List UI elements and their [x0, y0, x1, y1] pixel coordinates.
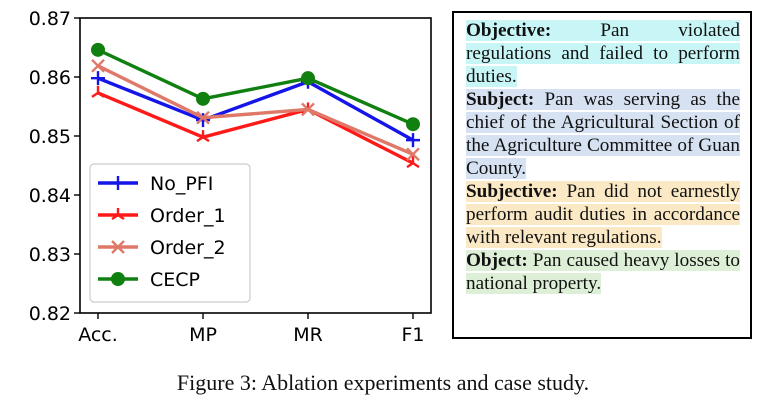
- y-tick-label: 0.85: [29, 126, 71, 148]
- data-point-no-pfi: [196, 113, 210, 128]
- data-point-order-1: [406, 156, 420, 169]
- axes: 0.82 0.83 0.84 0.85 0.86 0.87 Acc. MP MR F1: [29, 8, 432, 346]
- x-tick-label: MP: [189, 324, 217, 346]
- data-point-cecp: [301, 71, 315, 86]
- data-point-cecp: [196, 91, 210, 106]
- data-point-cecp: [406, 117, 420, 132]
- data-point-no-pfi: [406, 133, 420, 148]
- data-point-order-1: [91, 85, 105, 98]
- y-tick-label: 0.86: [29, 67, 71, 89]
- legend-marker-cecp: [111, 272, 125, 286]
- case-objective: Objective: Pan violated regulations and …: [466, 19, 740, 88]
- series-line-order-1: [97, 91, 414, 165]
- legend-item-cecp: CECP: [98, 269, 200, 291]
- case-object: Object: Pan caused heavy losses to natio…: [466, 249, 740, 295]
- legend-marker-order-1: [111, 208, 125, 220]
- objective-highlight: Objective: Pan violated regulations and …: [466, 20, 740, 87]
- subjective-text: Pan did not earnestly perform audit duti…: [466, 181, 740, 248]
- legend: No_PFI Order_1 Order_2 CECP: [89, 163, 251, 303]
- series-order-1: [91, 85, 420, 169]
- data-point-order-1: [196, 130, 210, 143]
- objective-text: Pan violated regulations and failed to p…: [466, 20, 740, 87]
- series-order-2: [91, 58, 420, 162]
- data-point-cecp: [91, 42, 105, 57]
- object-highlight: Object: Pan caused heavy losses to natio…: [466, 250, 740, 294]
- data-point-order-2: [406, 147, 420, 162]
- legend-item-order-2: Order_2: [98, 237, 226, 259]
- data-point-order-2: [91, 58, 105, 73]
- objective-label: Objective:: [466, 20, 552, 41]
- plot-frame: [79, 17, 432, 314]
- subject-text: Pan was serving as the chief of the Agri…: [466, 89, 740, 179]
- ablation-line-chart: 0.82 0.83 0.84 0.85 0.86 0.87 Acc. MP MR F1 No_PF…: [29, 8, 432, 346]
- y-tick-label: 0.82: [29, 303, 71, 325]
- legend-marker-order-2: [111, 240, 125, 254]
- legend-item-order-1: Order_1: [98, 205, 226, 227]
- series-cecp: [91, 42, 420, 132]
- data-point-order-2: [301, 102, 315, 117]
- case-study-box: Objective: Pan violated regulations and …: [452, 11, 752, 339]
- case-subjective: Subjective: Pan did not earnestly perfor…: [466, 180, 740, 249]
- x-tick-label: MR: [293, 324, 323, 346]
- data-point-no-pfi: [91, 71, 105, 86]
- object-text: Pan caused heavy losses to national prop…: [466, 250, 740, 294]
- x-tick-label: Acc.: [78, 324, 118, 346]
- subject-label: Subject:: [466, 89, 535, 110]
- legend-item-no-pfi: No_PFI: [98, 173, 213, 195]
- legend-label-cecp: CECP: [150, 269, 200, 291]
- object-label: Object:: [466, 250, 528, 271]
- figure-caption: Figure 3: Ablation experiments and case …: [176, 370, 590, 395]
- x-tick-label: F1: [401, 324, 424, 346]
- series-line-no-pfi: [97, 76, 414, 142]
- series-line-cecp: [97, 48, 414, 126]
- legend-box: [89, 163, 251, 303]
- legend-label-order-1: Order_1: [150, 205, 226, 227]
- series-layer: [91, 42, 420, 169]
- legend-marker-no-pfi: [111, 176, 125, 190]
- subjective-label: Subjective:: [466, 181, 558, 202]
- y-tick-label: 0.84: [29, 185, 71, 207]
- case-subject: Subject: Pan was serving as the chief of…: [466, 88, 740, 180]
- subjective-highlight: Subjective: Pan did not earnestly perfor…: [466, 181, 740, 248]
- data-point-order-2: [196, 110, 210, 125]
- subject-highlight: Subject: Pan was serving as the chief of…: [466, 89, 740, 179]
- series-line-order-2: [97, 64, 414, 156]
- legend-label-order-2: Order_2: [150, 237, 226, 259]
- y-tick-label: 0.83: [29, 244, 71, 266]
- y-tick-label: 0.87: [29, 8, 71, 30]
- legend-label-no-pfi: No_PFI: [150, 173, 213, 195]
